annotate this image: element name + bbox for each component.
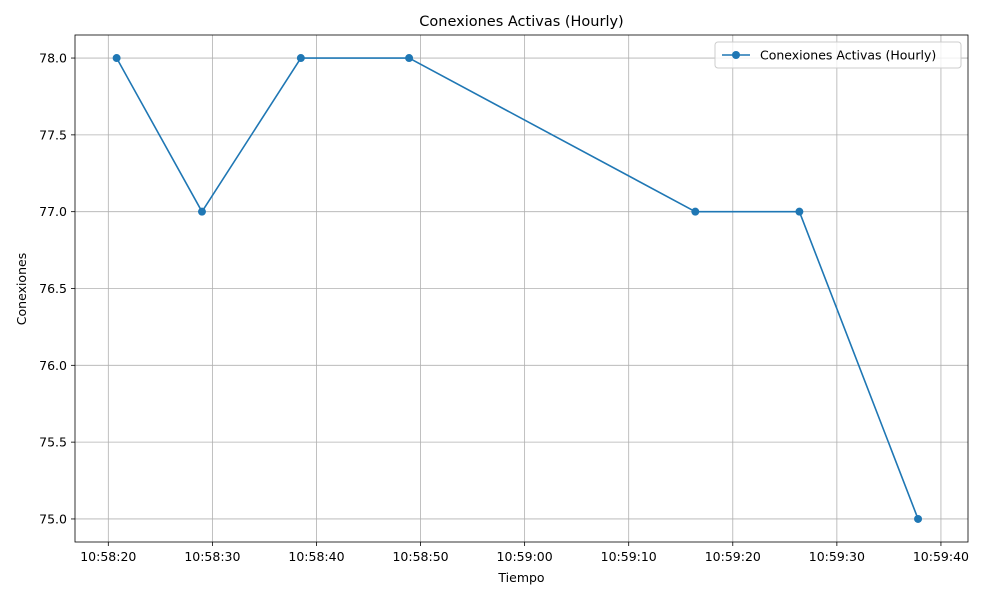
y-tick-label: 76.5 — [39, 281, 67, 296]
y-tick-label: 77.0 — [39, 204, 67, 219]
legend-marker — [732, 51, 740, 59]
legend-box — [714, 41, 962, 69]
x-axis: 10:58:20 10:58:30 10:58:40 10:58:50 10:59:00… — [80, 542, 969, 564]
x-tick-label: 10:59:30 — [809, 549, 865, 564]
x-tick-label: 10:59:10 — [601, 549, 657, 564]
x-tick-label: 10:59:00 — [497, 549, 553, 564]
data-point — [914, 514, 923, 523]
chart-title: Conexiones Activas (Hourly) — [419, 14, 623, 30]
legend-label: Conexiones Activas (Hourly) — [760, 48, 936, 63]
data-point — [197, 207, 206, 216]
y-tick-label: 76.0 — [39, 358, 67, 373]
x-axis-label: Tiempo — [497, 570, 544, 585]
plot-series — [112, 54, 923, 523]
data-point — [795, 207, 804, 216]
data-point — [691, 207, 700, 216]
x-tick-label: 10:58:30 — [184, 549, 240, 564]
x-tick-label: 10:59:20 — [705, 549, 761, 564]
legend: Conexiones Activas (Hourly) — [714, 41, 962, 69]
y-tick-label: 75.5 — [39, 435, 67, 450]
data-point — [112, 54, 121, 63]
y-tick-label: 77.5 — [39, 127, 67, 142]
y-tick-label: 75.0 — [39, 511, 67, 526]
y-axis-label: Conexiones — [14, 253, 29, 325]
y-tick-label: 78.0 — [39, 51, 67, 66]
x-tick-label: 10:58:50 — [392, 549, 448, 564]
data-point — [405, 54, 414, 63]
data-point — [296, 54, 305, 63]
y-axis: 75.0 75.5 76.0 76.5 77.0 77.5 78.0 — [39, 51, 75, 526]
x-tick-label: 10:58:40 — [288, 549, 344, 564]
grid — [75, 35, 968, 542]
x-tick-label: 10:59:40 — [913, 549, 969, 564]
x-tick-label: 10:58:20 — [80, 549, 136, 564]
